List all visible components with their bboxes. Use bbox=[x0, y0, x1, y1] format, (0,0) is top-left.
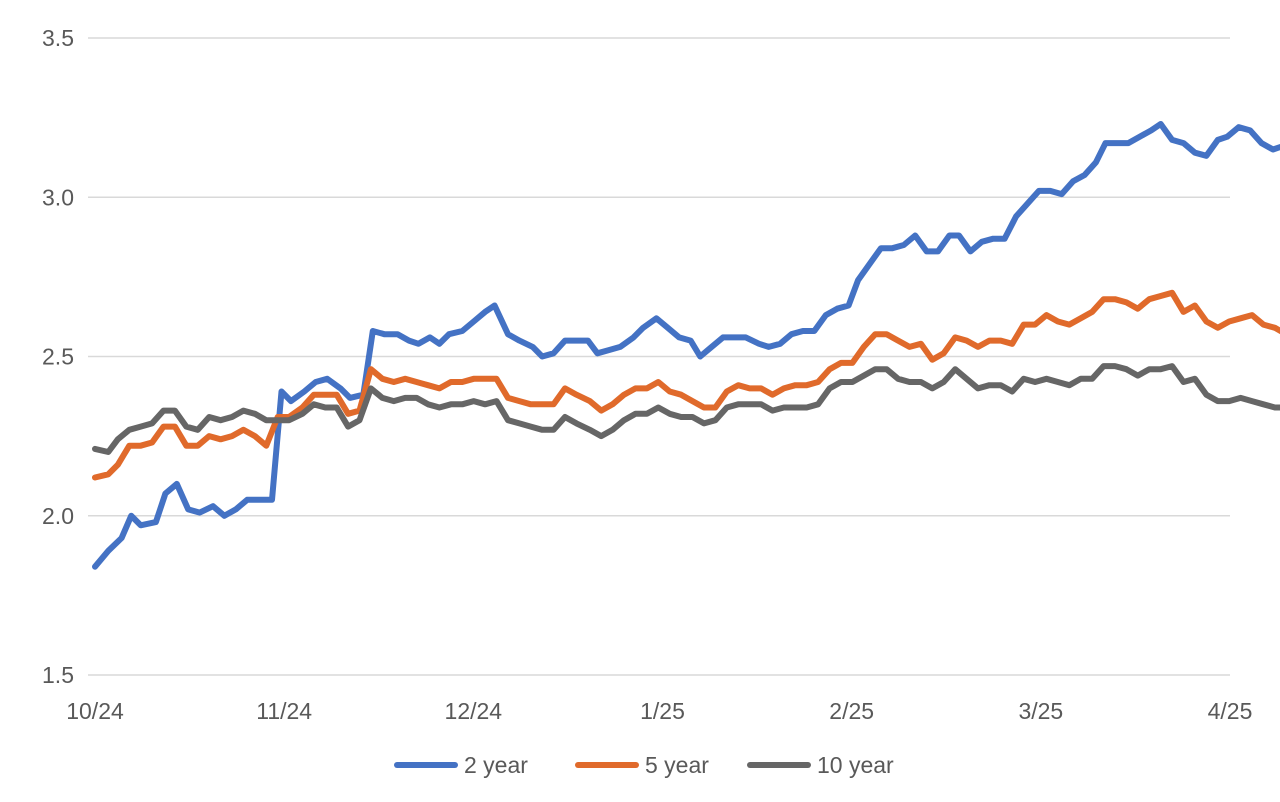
y-tick-label: 2.0 bbox=[42, 503, 74, 529]
series-line-10-year bbox=[92, 363, 1280, 455]
series-lines bbox=[92, 121, 1280, 570]
y-tick-label: 3.5 bbox=[42, 25, 74, 51]
series-line-5-year bbox=[92, 289, 1280, 481]
x-tick-label: 1/25 bbox=[640, 698, 685, 724]
y-axis-ticks: 1.5 2.0 2.5 3.0 3.5 bbox=[42, 25, 74, 688]
x-axis-ticks: 10/24 11/24 12/24 1/25 2/25 3/25 4/25 bbox=[66, 698, 1252, 724]
legend-label: 10 year bbox=[817, 752, 894, 778]
x-tick-label: 4/25 bbox=[1208, 698, 1253, 724]
y-tick-label: 2.5 bbox=[42, 344, 74, 370]
gridlines bbox=[88, 37, 1230, 676]
x-tick-label: 2/25 bbox=[829, 698, 874, 724]
series-line-2-year bbox=[92, 121, 1280, 570]
legend-label: 5 year bbox=[645, 752, 709, 778]
x-tick-label: 10/24 bbox=[66, 698, 124, 724]
x-tick-label: 11/24 bbox=[256, 698, 312, 724]
x-tick-label: 3/25 bbox=[1018, 698, 1063, 724]
x-tick-label: 12/24 bbox=[445, 698, 503, 724]
y-tick-label: 1.5 bbox=[42, 662, 74, 688]
legend-label: 2 year bbox=[464, 752, 528, 778]
legend: 2 year 5 year 10 year bbox=[394, 752, 894, 778]
y-tick-label: 3.0 bbox=[42, 184, 74, 210]
